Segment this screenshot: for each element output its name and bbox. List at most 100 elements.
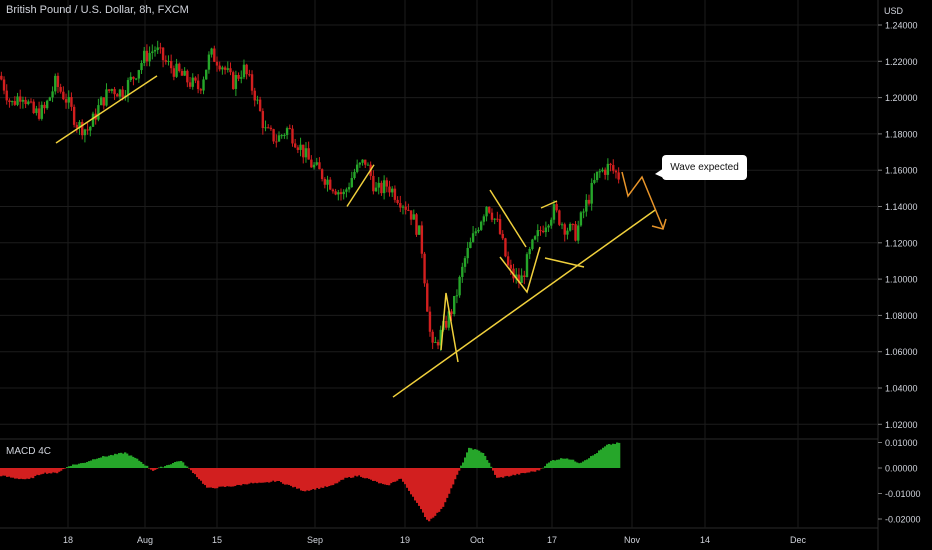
- macd-bar: [268, 468, 271, 483]
- candle-body: [231, 72, 235, 89]
- macd-bar: [576, 462, 579, 468]
- candle-body: [137, 70, 141, 79]
- candle-body: [194, 77, 197, 81]
- candle-body: [253, 90, 256, 101]
- macd-bar: [496, 468, 499, 478]
- candle-body: [156, 47, 159, 50]
- macd-bar: [242, 468, 245, 485]
- macd-bar: [514, 468, 517, 476]
- candle-body: [97, 105, 100, 120]
- macd-bar: [172, 463, 175, 468]
- chart-drawings[interactable]: [55, 75, 667, 398]
- candle-body: [342, 191, 345, 195]
- time-tick-label: Sep: [307, 535, 323, 545]
- macd-bar: [128, 455, 131, 468]
- candle-body: [463, 258, 467, 267]
- macd-bar: [114, 453, 117, 468]
- macd-bar: [384, 468, 387, 485]
- candle-body: [35, 108, 38, 114]
- indicator-title[interactable]: MACD 4C: [6, 446, 52, 457]
- time-tick-label: 18: [63, 535, 73, 545]
- macd-bar: [374, 468, 377, 481]
- macd-bar: [436, 468, 439, 513]
- candle-body: [59, 86, 62, 92]
- price-candles[interactable]: [0, 40, 620, 352]
- macd-bar: [300, 468, 303, 491]
- candle-body: [579, 212, 583, 226]
- candle-body: [183, 70, 186, 76]
- candle-body: [547, 225, 550, 228]
- macd-bar: [304, 468, 307, 492]
- macd-bar: [116, 454, 119, 468]
- time-tick-label: Nov: [624, 535, 641, 545]
- candle-body: [258, 99, 262, 112]
- macd-bar: [80, 463, 83, 468]
- candle-body: [350, 177, 353, 188]
- macd-bar: [578, 463, 581, 468]
- candle-body: [496, 218, 499, 220]
- macd-bar: [212, 468, 215, 489]
- macd-bar: [324, 468, 327, 487]
- candle-body: [577, 225, 580, 241]
- grid-lines: [0, 0, 879, 550]
- wave-expected-callout[interactable]: Wave expected: [655, 155, 747, 180]
- candle-body: [590, 182, 593, 204]
- candle-body: [372, 175, 375, 192]
- candle-body: [347, 187, 351, 190]
- candle-body: [75, 124, 79, 128]
- candle-body: [555, 204, 558, 211]
- macd-bar: [160, 466, 163, 468]
- candle-body: [62, 91, 65, 100]
- candle-body: [307, 148, 310, 160]
- macd-bar: [412, 468, 415, 497]
- candle-body: [490, 212, 494, 220]
- time-tick-label: Aug: [137, 535, 153, 545]
- price-tick-label: 1.10000: [885, 275, 918, 285]
- macd-bar: [72, 464, 75, 468]
- macd-bar: [402, 468, 405, 482]
- macd-bar: [516, 468, 519, 474]
- candle-body: [401, 206, 405, 208]
- candle-body: [99, 97, 103, 106]
- macd-bar: [282, 468, 285, 484]
- candle-body: [56, 75, 60, 87]
- candle-body: [601, 169, 604, 172]
- macd-bar: [156, 468, 159, 469]
- candle-body: [453, 295, 456, 315]
- macd-bar: [224, 468, 227, 487]
- macd-bar: [96, 458, 99, 468]
- candle-body: [21, 99, 25, 102]
- currency-label: USD: [884, 6, 904, 16]
- macd-bar: [110, 454, 113, 468]
- price-axis[interactable]: 1.24000 1.22000 1.20000 1.18000 1.16000 1.140…: [878, 21, 918, 430]
- candle-body: [461, 266, 464, 277]
- macd-bar: [16, 468, 19, 479]
- candle-body: [493, 218, 496, 220]
- macd-bar: [494, 468, 497, 475]
- candle-body: [498, 219, 502, 234]
- time-tick-label: 15: [212, 535, 222, 545]
- macd-bar: [310, 468, 313, 490]
- pattern-line: [489, 189, 527, 248]
- macd-bar: [554, 460, 557, 468]
- macd-bar: [42, 468, 45, 474]
- macd-bar: [94, 459, 97, 468]
- macd-bar: [246, 468, 249, 485]
- candle-body: [334, 191, 337, 195]
- candle-body: [148, 53, 151, 62]
- macd-histogram[interactable]: [0, 442, 621, 522]
- macd-bar: [54, 468, 57, 473]
- candle-body: [296, 147, 300, 150]
- macd-bar: [416, 468, 419, 503]
- macd-bar: [78, 463, 81, 468]
- macd-bar: [560, 458, 563, 468]
- time-axis[interactable]: 18 Aug 15 Sep 19 Oct 17 Nov 14 Dec: [63, 535, 807, 545]
- candle-body: [455, 295, 459, 297]
- candle-body: [10, 101, 14, 103]
- macd-bar: [14, 468, 17, 479]
- candle-body: [196, 80, 200, 90]
- macd-axis[interactable]: 0.01000 0.00000 -0.01000 -0.02000: [878, 438, 921, 525]
- candle-body: [288, 128, 291, 130]
- candle-body: [83, 129, 87, 136]
